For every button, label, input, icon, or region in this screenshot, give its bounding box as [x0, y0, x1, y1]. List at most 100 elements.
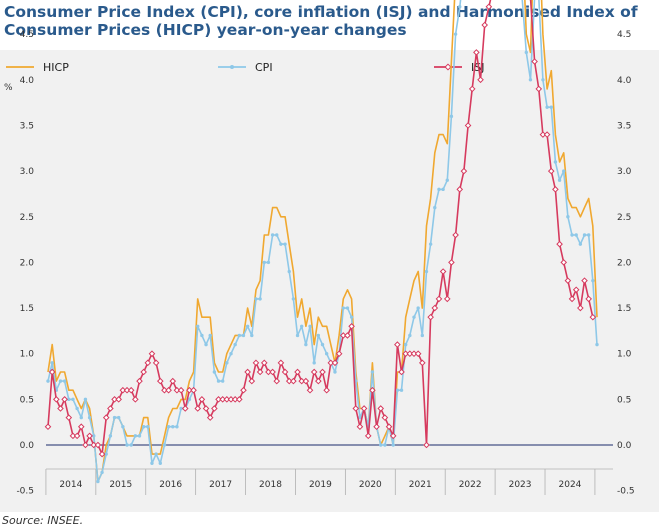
- data-point-isj: [127, 386, 135, 394]
- data-point-isj: [443, 295, 451, 303]
- data-point-isj: [240, 386, 247, 394]
- x-tick-label: 2022: [459, 480, 482, 490]
- data-point-cpi: [216, 379, 221, 383]
- data-point-isj: [323, 386, 330, 394]
- data-point-isj: [211, 405, 218, 412]
- data-point-isj: [477, 76, 484, 84]
- y-unit-label: %: [4, 83, 13, 93]
- data-point-cpi: [62, 379, 67, 383]
- data-point-isj: [585, 295, 592, 303]
- data-point-cpi: [549, 105, 553, 109]
- data-point-isj: [177, 386, 185, 394]
- y-axis-right: -0.50.00.51.01.52.02.53.03.54.04.55.05.5…: [617, 30, 635, 496]
- y-tick-left: 0.5: [20, 395, 34, 405]
- data-point-cpi: [358, 415, 362, 420]
- data-point-cpi: [266, 260, 271, 265]
- data-point-cpi: [345, 306, 350, 310]
- data-point-isj: [82, 441, 89, 449]
- data-point-isj: [53, 396, 60, 403]
- data-point-cpi: [245, 324, 250, 329]
- data-point-isj: [560, 259, 568, 266]
- data-point-cpi: [237, 333, 242, 338]
- series-line-hicp: [47, 0, 598, 483]
- data-point-cpi: [333, 370, 337, 374]
- data-point-isj: [419, 359, 426, 367]
- data-point-cpi: [208, 333, 212, 338]
- legend-label-cpi: CPI: [255, 61, 273, 74]
- data-point-cpi: [117, 415, 121, 420]
- data-point-cpi: [399, 388, 404, 392]
- data-point-isj: [564, 277, 572, 284]
- data-point-cpi: [287, 269, 291, 274]
- data-point-isj: [427, 313, 434, 321]
- data-point-cpi: [312, 361, 316, 365]
- data-point-cpi: [324, 352, 329, 356]
- data-point-cpi: [137, 434, 142, 438]
- x-tick-label: 2014: [59, 480, 82, 490]
- data-point-isj: [481, 21, 489, 29]
- data-point-isj: [335, 350, 343, 358]
- data-point-cpi: [204, 342, 208, 347]
- data-point-cpi: [441, 187, 445, 192]
- data-point-isj: [194, 405, 202, 412]
- data-point-cpi: [258, 297, 262, 301]
- data-point-isj: [44, 423, 52, 431]
- data-point-cpi: [71, 397, 75, 402]
- data-point-isj: [348, 323, 355, 330]
- x-tick-label: 2018: [259, 480, 282, 490]
- data-point-isj: [294, 368, 301, 376]
- data-point-cpi: [229, 352, 233, 356]
- data-point-isj: [531, 58, 538, 65]
- x-tick-label: 2017: [209, 480, 232, 490]
- data-point-isj: [435, 295, 443, 303]
- y-tick-right: 2.0: [617, 258, 632, 268]
- data-point-isj: [310, 368, 318, 376]
- data-point-isj: [248, 377, 256, 385]
- data-point-cpi: [416, 306, 420, 310]
- y-tick-right: 1.5: [617, 304, 631, 314]
- data-point-cpi: [121, 425, 125, 429]
- data-point-isj: [556, 240, 563, 248]
- data-point-isj: [73, 432, 81, 440]
- data-point-isj: [181, 405, 189, 412]
- data-point-cpi: [545, 105, 549, 109]
- data-point-isj: [552, 186, 559, 193]
- data-point-isj: [61, 396, 68, 403]
- data-point-isj: [302, 377, 310, 385]
- series-layer: [44, 0, 599, 484]
- y-tick-left: 1.0: [20, 350, 35, 360]
- data-point-cpi: [108, 434, 113, 438]
- data-point-cpi: [100, 470, 104, 475]
- data-point-cpi: [458, 5, 462, 9]
- data-point-cpi: [150, 461, 154, 465]
- data-point-isj: [448, 259, 455, 266]
- data-point-isj: [256, 368, 264, 376]
- data-point-isj: [439, 268, 447, 275]
- data-point-isj: [98, 450, 106, 458]
- data-point-isj: [373, 423, 380, 431]
- data-point-cpi: [275, 233, 279, 237]
- y-tick-right: 2.5: [617, 213, 631, 223]
- data-point-isj: [165, 386, 172, 394]
- data-point-isj: [398, 368, 405, 376]
- x-tick-label: 2019: [309, 480, 332, 490]
- y-tick-left: 3.5: [20, 121, 34, 131]
- data-point-isj: [169, 377, 177, 385]
- data-point-isj: [132, 396, 139, 403]
- data-point-isj: [344, 332, 351, 339]
- data-point-cpi: [424, 269, 429, 274]
- data-point-cpi: [295, 333, 300, 338]
- data-point-cpi: [391, 443, 395, 447]
- y-tick-left: 4.5: [20, 30, 34, 40]
- data-point-cpi: [578, 242, 583, 246]
- data-point-isj: [115, 396, 123, 403]
- data-point-cpi: [50, 361, 54, 365]
- data-point-cpi: [570, 233, 574, 237]
- data-point-isj: [381, 414, 389, 421]
- data-point-isj: [198, 396, 206, 403]
- data-point-isj: [589, 313, 597, 321]
- data-point-isj: [468, 85, 476, 93]
- data-point-cpi: [453, 32, 458, 36]
- data-point-isj: [244, 368, 251, 376]
